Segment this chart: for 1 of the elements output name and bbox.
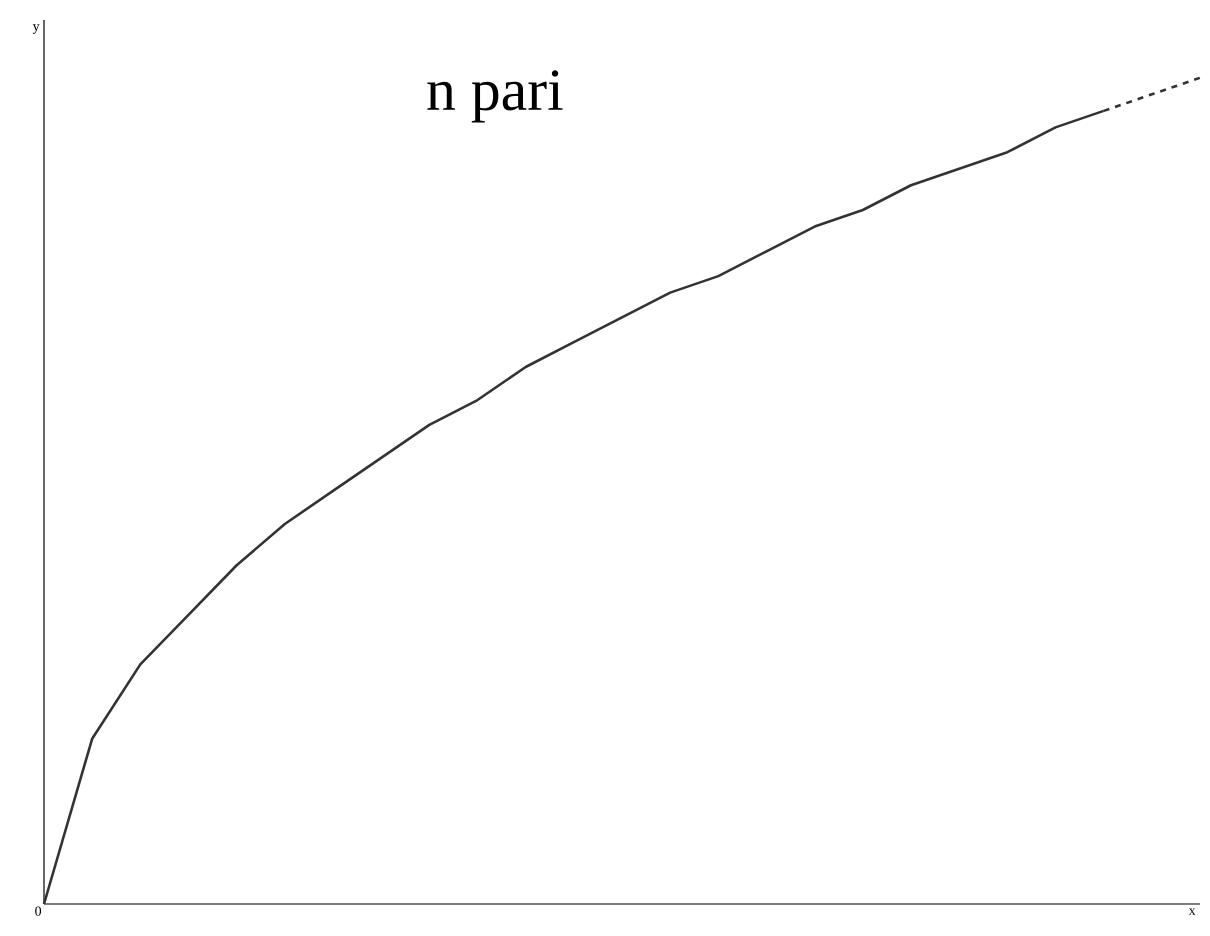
- chart-title: n pari: [427, 70, 563, 123]
